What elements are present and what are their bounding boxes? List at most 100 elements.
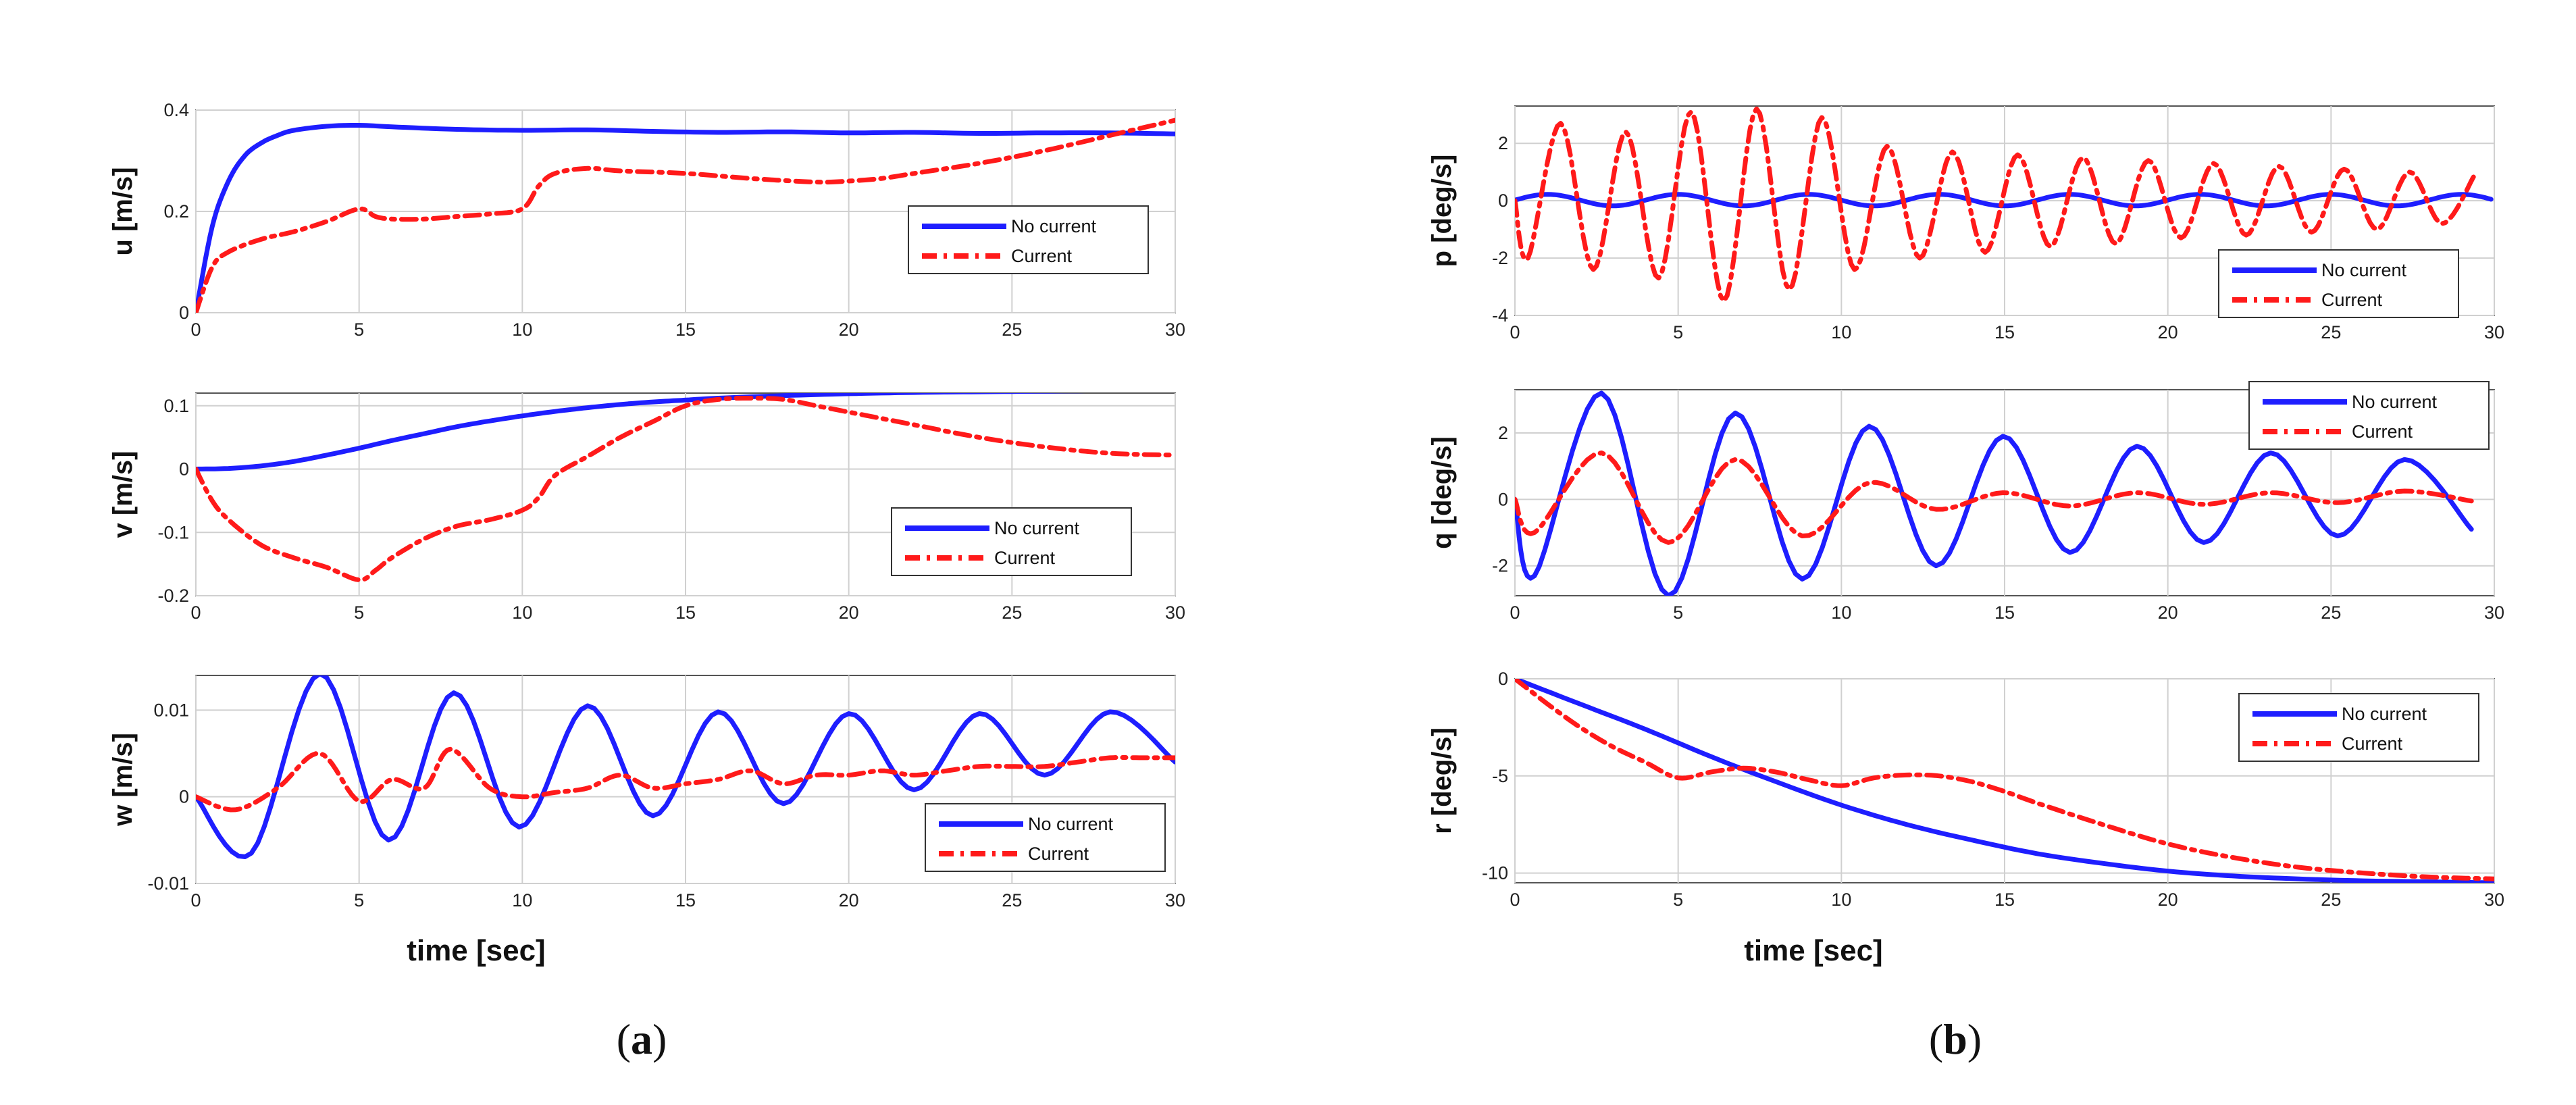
legend-label: No current bbox=[1028, 814, 1114, 834]
legend-label: Current bbox=[1028, 844, 1089, 864]
x-tick-label: 0 bbox=[190, 319, 201, 340]
ylabel-u: u [m/s] bbox=[108, 167, 138, 255]
caption-b-letter: b bbox=[1943, 1015, 1967, 1063]
series-line-current-v bbox=[196, 396, 1175, 583]
legend-label: Current bbox=[994, 548, 1056, 568]
ylabel-q: q [deg/s] bbox=[1427, 436, 1457, 549]
legend-r: No current Current bbox=[2238, 693, 2479, 762]
x-tick-label: 25 bbox=[1002, 319, 1022, 340]
series-line-no-current-v bbox=[196, 393, 1086, 471]
x-tick-label: 20 bbox=[839, 319, 859, 340]
series-line-current-p bbox=[1515, 106, 2477, 304]
x-tick-label: 5 bbox=[354, 319, 364, 340]
ylabel-r: r [deg/s] bbox=[1427, 727, 1457, 834]
x-tick-label: 5 bbox=[354, 890, 364, 910]
legend-box bbox=[2248, 381, 2490, 450]
y-tick-label: 0 bbox=[1498, 669, 1508, 689]
y-tick-label: 2 bbox=[1498, 133, 1508, 153]
series-line-current-q bbox=[1515, 451, 2474, 545]
x-tick-label: 0 bbox=[1510, 322, 1520, 342]
xlabel-b: time [sec] bbox=[1744, 934, 1882, 967]
x-tick-label: 5 bbox=[1673, 602, 1683, 623]
series-line-current-w bbox=[196, 746, 1175, 813]
x-tick-label: 15 bbox=[1994, 602, 2015, 623]
y-tick-label: -0.01 bbox=[147, 873, 189, 894]
panel-p: 0 5 10 15 20 25 30 -4 -2 0 2 p [deg/s] No current Cur… bbox=[1427, 105, 2504, 342]
x-tick-label: 25 bbox=[2321, 890, 2341, 910]
y-tick-label: 0 bbox=[179, 303, 189, 323]
x-tick-label: 15 bbox=[675, 602, 696, 623]
panel-q: 0 5 10 15 20 25 30 -2 0 2 q [deg/s] No current Curre… bbox=[1427, 381, 2504, 623]
legend-label: No current bbox=[2352, 392, 2438, 412]
x-tick-label: 25 bbox=[2321, 602, 2341, 623]
y-tick-label: 0 bbox=[1498, 190, 1508, 211]
series-line-no-current-r bbox=[1515, 679, 2494, 883]
y-tick-label: 2 bbox=[1498, 423, 1508, 443]
y-tick-label: -4 bbox=[1492, 305, 1508, 326]
legend-label: Current bbox=[2342, 734, 2403, 754]
legend-box bbox=[925, 803, 1166, 872]
ylabel-w: w [m/s] bbox=[108, 733, 138, 827]
x-tick-label: 5 bbox=[1673, 322, 1683, 342]
legend-v: No current Current bbox=[891, 507, 1132, 576]
x-tick-label: 0 bbox=[1510, 890, 1520, 910]
legend-box bbox=[891, 507, 1132, 576]
x-tick-label: 15 bbox=[675, 319, 696, 340]
x-tick-label: 15 bbox=[1994, 322, 2015, 342]
x-tick-label: 0 bbox=[190, 602, 201, 623]
x-tick-label: 10 bbox=[1831, 890, 1851, 910]
y-tick-label: -10 bbox=[1482, 863, 1508, 883]
x-tick-label: 30 bbox=[2484, 322, 2504, 342]
y-tick-label: 0 bbox=[1498, 489, 1508, 509]
x-tick-label: 30 bbox=[1165, 890, 1185, 910]
xlabel-a: time [sec] bbox=[407, 934, 545, 967]
x-tick-label: 10 bbox=[1831, 322, 1851, 342]
y-tick-label: 0.01 bbox=[153, 700, 189, 720]
ylabel-p: p [deg/s] bbox=[1427, 155, 1457, 267]
y-tick-label: -0.1 bbox=[157, 522, 189, 542]
series-line-no-current-w bbox=[196, 675, 1175, 859]
caption-b: (b) bbox=[1929, 1015, 1982, 1063]
series-line-no-current-u bbox=[196, 123, 1175, 313]
legend-box bbox=[2238, 693, 2479, 762]
y-tick-label: -0.2 bbox=[157, 586, 189, 606]
x-tick-label: 25 bbox=[1002, 602, 1022, 623]
caption-a-letter: a bbox=[631, 1015, 652, 1063]
caption-a-close: ) bbox=[652, 1015, 667, 1063]
x-tick-label: 20 bbox=[2158, 322, 2178, 342]
legend-label: No current bbox=[994, 518, 1080, 538]
legend-label: Current bbox=[2352, 421, 2413, 442]
y-tick-label: 0 bbox=[179, 787, 189, 807]
x-tick-label: 5 bbox=[1673, 890, 1683, 910]
x-tick-label: 20 bbox=[839, 602, 859, 623]
panel-u: 0 5 10 15 20 25 30 0 0.2 0.4 u [m/s] No current Curr… bbox=[108, 100, 1185, 340]
series-line-current-u bbox=[196, 118, 1175, 313]
caption-a-open: ( bbox=[617, 1015, 631, 1063]
x-tick-label: 10 bbox=[512, 319, 532, 340]
x-tick-label: 0 bbox=[1510, 602, 1520, 623]
legend-w: No current Current bbox=[925, 803, 1166, 872]
legend-u: No current Current bbox=[908, 205, 1149, 274]
legend-label: No current bbox=[2342, 704, 2427, 724]
legend-label: No current bbox=[2321, 260, 2407, 280]
y-tick-label: -2 bbox=[1492, 248, 1508, 268]
x-tick-label: 25 bbox=[2321, 322, 2341, 342]
y-tick-label: 0.1 bbox=[163, 396, 189, 416]
caption-b-open: ( bbox=[1929, 1015, 1943, 1063]
legend-p: No current Current bbox=[2218, 249, 2459, 318]
legend-label: Current bbox=[2321, 290, 2383, 310]
x-tick-label: 30 bbox=[2484, 602, 2504, 623]
y-tick-label: -5 bbox=[1492, 766, 1508, 786]
ylabel-v: v [m/s] bbox=[108, 451, 138, 538]
x-tick-label: 15 bbox=[675, 890, 696, 910]
legend-label: No current bbox=[1011, 216, 1097, 236]
x-tick-label: 30 bbox=[1165, 602, 1185, 623]
legend-box bbox=[2218, 249, 2459, 318]
caption-a: (a) bbox=[617, 1015, 667, 1063]
x-tick-label: 30 bbox=[1165, 319, 1185, 340]
x-tick-label: 10 bbox=[512, 890, 532, 910]
caption-b-close: ) bbox=[1967, 1015, 1982, 1063]
y-tick-label: 0.2 bbox=[163, 201, 189, 222]
